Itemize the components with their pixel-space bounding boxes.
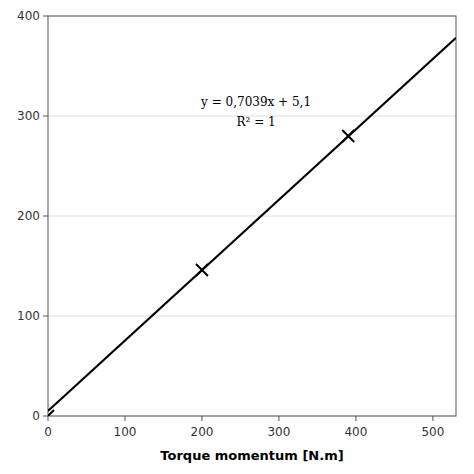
grid-line-y (48, 216, 456, 217)
grid-line-y (48, 316, 456, 317)
y-tick (43, 316, 48, 317)
axes: 0 100 200 300 400 500 0 100 200 300 400 (17, 9, 456, 439)
x-axis-label: Torque momentum [N.m] (160, 448, 343, 463)
x-tick (48, 416, 49, 421)
chart-svg: 01002003004005000100200300400Torque mome… (0, 0, 474, 474)
x-tick (278, 416, 279, 421)
grid (48, 16, 456, 416)
y-tick-label: 400 (17, 9, 40, 23)
x-tick-label: 400 (344, 425, 367, 439)
x-tick-label: 200 (191, 425, 214, 439)
annotation: y = 0,7039x + 5,1 (200, 95, 311, 109)
x-tick-label: 0 (44, 425, 52, 439)
x-tick-label: 500 (421, 425, 444, 439)
data-point (196, 264, 208, 276)
y-tick (43, 116, 48, 117)
x-tick (432, 416, 433, 421)
y-tick (43, 216, 48, 217)
background (0, 0, 474, 474)
annotations: y = 0,7039x + 5,1 R² = 1 (200, 95, 311, 129)
chart-container: 01002003004005000100200300400Torque mome… (0, 0, 474, 474)
data-point (48, 410, 54, 416)
x-tick-label: 100 (114, 425, 137, 439)
data-point (342, 130, 354, 142)
y-tick-label: 0 (32, 409, 40, 423)
y-tick-label: 300 (17, 109, 40, 123)
x-tick (355, 416, 356, 421)
x-tick (201, 416, 202, 421)
y-tick-label: 200 (17, 209, 40, 223)
y-tick-label: 100 (17, 309, 40, 323)
y-tick (43, 416, 48, 417)
x-tick-label: 300 (267, 425, 290, 439)
plot-frame (48, 16, 456, 416)
annotation: R² = 1 (236, 115, 275, 129)
y-tick (43, 16, 48, 17)
regression-line (48, 38, 456, 411)
data-layer (48, 38, 456, 416)
x-tick (124, 416, 125, 421)
